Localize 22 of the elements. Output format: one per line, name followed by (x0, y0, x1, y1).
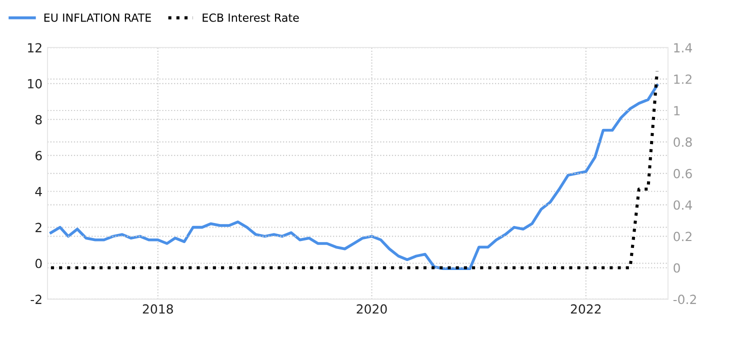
y-tick-label: 12 (28, 43, 42, 52)
y2-tick-label: 0.2 (674, 232, 692, 242)
y2-tick-label: 0.8 (674, 137, 692, 147)
y-tick-label: 2 (36, 222, 42, 232)
y2-tick-label: 0.4 (674, 200, 692, 210)
x-tick-label: 2020 (356, 304, 387, 314)
y2-tick-label: 1 (674, 106, 680, 116)
y-tick-label: 0 (35, 258, 42, 268)
y-tick-label: 8 (35, 114, 42, 124)
y-tick-label: 4 (35, 187, 42, 196)
y-tick-label: 10 (28, 79, 42, 88)
y-tick-label: 6 (36, 150, 42, 160)
legend-label: ECB Interest Rate (202, 13, 299, 22)
x-tick-label: 2022 (570, 304, 601, 314)
x-tick-label: 2018 (142, 304, 173, 314)
y2-tick-label: 1.4 (674, 43, 692, 52)
y2-tick-label: -0.2 (673, 294, 696, 304)
legend-label: EU INFLATION RATE (44, 13, 151, 22)
y-tick-label: -2 (30, 294, 42, 304)
y2-tick-label: 0 (674, 263, 680, 273)
y2-tick-label: 1.2 (674, 74, 692, 84)
y2-tick-label: 0.6 (674, 168, 692, 178)
